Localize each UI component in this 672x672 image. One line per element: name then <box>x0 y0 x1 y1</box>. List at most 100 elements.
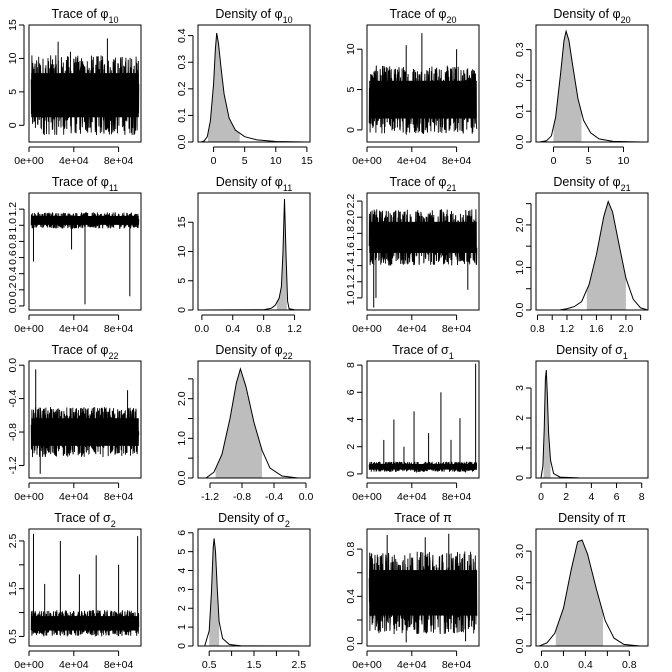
panel-title: Density of π <box>558 511 626 525</box>
y-tick-label: 0.0 <box>176 471 188 486</box>
density-curve <box>540 369 642 478</box>
x-tick-label: 0e+00 <box>352 491 382 503</box>
y-tick-label: 0 <box>345 127 357 133</box>
plot-frame <box>535 24 649 143</box>
x-tick-label: 8e+04 <box>104 659 134 671</box>
x-tick-label: -0.4 <box>265 491 283 503</box>
trace-core <box>369 570 477 616</box>
credible-interval-shade <box>586 201 626 310</box>
x-tick-label: 0e+00 <box>14 491 44 503</box>
panel-title-subscript: 21 <box>446 183 456 193</box>
y-tick-label: 1.0 <box>7 218 19 233</box>
panel-title-main: Trace of φ <box>52 343 109 357</box>
y-tick-label: 6 <box>345 389 357 395</box>
panel-title-main: Density of φ <box>553 175 620 189</box>
trace-core <box>369 221 477 253</box>
x-tick-label: 4e+04 <box>397 323 427 335</box>
y-tick-label: 0.0 <box>7 358 19 373</box>
x-tick-label: 0.5 <box>202 659 217 671</box>
y-tick-label: 5 <box>7 89 19 95</box>
y-tick-label: 0.0 <box>7 299 19 314</box>
plot-area <box>198 32 310 142</box>
y-tick-label: 15 <box>176 216 188 228</box>
x-tick-label: 0.8 <box>622 659 637 671</box>
x-tick-label: 0e+00 <box>352 155 382 167</box>
plot-area <box>368 33 478 136</box>
y-tick-label: 1.6 <box>345 242 357 257</box>
x-tick-label: 5 <box>242 155 248 167</box>
panel-title: Trace of σ2 <box>54 511 116 529</box>
trace-pi-panel: Trace of π 0e+00 4e+04 8e+04 0.0 0.4 0.8 <box>345 511 480 671</box>
x-tick-label: 2.0 <box>619 323 634 335</box>
trace-core <box>31 616 139 631</box>
panel-title-main: Density of σ <box>218 511 285 525</box>
y-tick-label: 0.0 <box>176 135 188 150</box>
y-tick-label: -0.4 <box>7 389 19 407</box>
y-tick-label: 5 <box>176 278 188 284</box>
plot-frame <box>366 528 480 647</box>
panel-title-main: Density of φ <box>553 7 620 21</box>
trace-sigma1-panel: Trace of σ1 0e+00 4e+04 8e+04 0 2 4 6 8 <box>345 343 480 503</box>
x-tick-label: 1.6 <box>589 323 604 335</box>
y-tick-label: 1.2 <box>345 274 357 289</box>
y-tick-label: 1.5 <box>7 581 19 596</box>
x-tick-label: 0e+00 <box>14 155 44 167</box>
y-tick-label: 2.0 <box>345 210 357 225</box>
x-tick-label: 0e+00 <box>14 323 44 335</box>
y-tick-label: 1.0 <box>514 607 526 622</box>
plot-area <box>368 209 478 308</box>
x-tick-label: 0.8 <box>530 323 545 335</box>
y-tick-label: 0 <box>7 122 19 128</box>
x-tick-label: 10 <box>270 155 282 167</box>
y-tick-label: 5 <box>176 549 188 555</box>
x-tick-label: 2.5 <box>291 659 306 671</box>
plot-area <box>368 363 478 474</box>
y-tick-label: 10 <box>7 52 19 64</box>
panel-title: Trace of π <box>394 511 452 525</box>
panel-title: Trace of φ20 <box>390 7 457 25</box>
y-tick-label: 0.4 <box>176 28 188 43</box>
y-tick-label: 1.8 <box>345 226 357 241</box>
density-curve <box>201 198 310 310</box>
plot-area <box>198 367 310 478</box>
x-tick-label: 0.0 <box>299 491 314 503</box>
density-phi22-panel: Density of φ22 -1.2 -0.8 -0.4 0.0 0.0 1.0 2.0 <box>176 343 313 503</box>
panel-title: Density of φ21 <box>553 175 630 193</box>
x-tick-label: 1.2 <box>287 323 302 335</box>
y-tick-label: 2.0 <box>514 575 526 590</box>
plot-frame <box>197 192 311 311</box>
plot-frame <box>366 192 480 311</box>
plot-area <box>198 538 310 646</box>
y-tick-label: 5 <box>345 86 357 92</box>
y-tick-label: 4 <box>345 416 357 422</box>
panel-title: Density of φ20 <box>553 7 630 25</box>
y-tick-label: 0.1 <box>176 108 188 123</box>
panel-title-subscript: 2 <box>111 519 116 529</box>
x-tick-label: 4e+04 <box>59 659 89 671</box>
panel-title-main: Density of φ <box>215 343 282 357</box>
density-curve <box>204 538 308 646</box>
density-curve <box>559 200 648 310</box>
y-tick-label: 1.0 <box>514 260 526 275</box>
y-tick-label: 0.2 <box>7 282 19 297</box>
y-tick-label: 2.5 <box>7 533 19 548</box>
panel-title-main: Density of φ <box>215 7 282 21</box>
plot-area <box>536 539 648 646</box>
panel-title-subscript: 10 <box>283 15 293 25</box>
x-tick-label: 0.8 <box>256 323 271 335</box>
plot-area <box>536 369 648 478</box>
plot-area <box>30 38 140 136</box>
panel-title: Trace of φ21 <box>390 175 457 193</box>
x-tick-label: 4e+04 <box>59 155 89 167</box>
trace-phi22-panel: Trace of φ22 0e+00 4e+04 8e+04 -1.2 -0.8 -0.4 0… <box>7 343 142 503</box>
y-tick-label: 1.4 <box>345 258 357 273</box>
y-tick-label: 3.0 <box>514 544 526 559</box>
y-tick-label: 3 <box>514 385 526 391</box>
y-tick-label: 0.8 <box>7 234 19 249</box>
panel-title-main: Trace of π <box>394 511 452 525</box>
credible-interval-shade <box>276 201 287 310</box>
y-tick-label: 0.8 <box>345 542 357 557</box>
y-tick-label: 1.2 <box>7 202 19 217</box>
trace-phi11-panel: Trace of φ11 0e+00 4e+04 8e+04 0.0 0.20.40.60… <box>7 175 142 335</box>
trace-core <box>31 73 139 118</box>
